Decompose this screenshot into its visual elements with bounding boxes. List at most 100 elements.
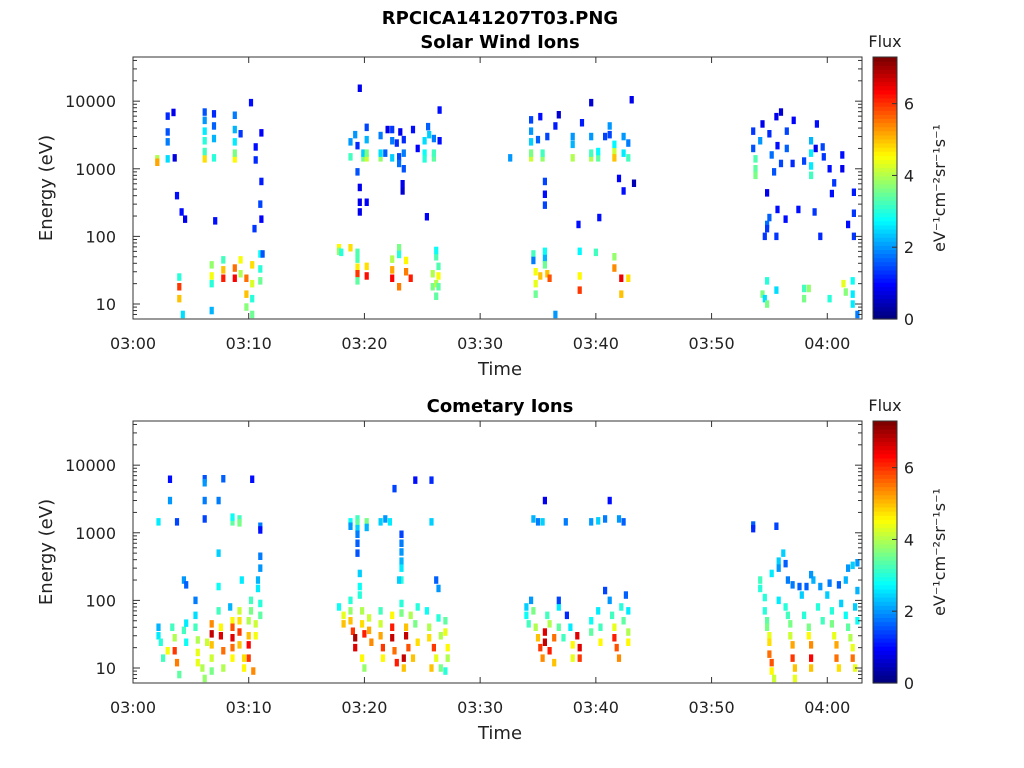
colorbar-swatch xyxy=(873,130,897,136)
colorbar-swatch xyxy=(873,77,897,83)
colorbar-swatch xyxy=(873,302,897,308)
flux-cell xyxy=(621,132,626,141)
cometary-plot-frame xyxy=(132,420,863,684)
flux-cell xyxy=(783,559,788,568)
flux-cell xyxy=(508,154,513,162)
flux-cell xyxy=(765,220,770,229)
flux-cell xyxy=(170,623,175,631)
flux-cell xyxy=(846,564,851,572)
flux-cell xyxy=(413,620,418,628)
flux-cell xyxy=(232,274,237,282)
flux-cell xyxy=(253,632,258,640)
flux-cell xyxy=(772,674,777,683)
flux-cell xyxy=(258,552,263,560)
colorbar-swatch xyxy=(873,580,897,586)
flux-cell xyxy=(436,584,441,593)
flux-cell xyxy=(258,250,263,258)
flux-cell xyxy=(427,634,432,642)
flux-cell xyxy=(561,634,566,642)
flux-cell xyxy=(258,526,263,534)
flux-cell xyxy=(596,607,601,615)
flux-cell xyxy=(250,475,255,483)
flux-cell xyxy=(357,183,362,192)
flux-cell xyxy=(577,247,582,256)
flux-cell xyxy=(438,664,443,672)
flux-cell xyxy=(850,561,855,570)
flux-cell xyxy=(156,518,161,526)
flux-cell xyxy=(547,274,552,282)
flux-cell xyxy=(603,132,608,141)
flux-cell xyxy=(612,623,617,631)
cometary-heatmap xyxy=(156,475,860,683)
flux-cell xyxy=(809,162,814,170)
flux-cell xyxy=(348,617,353,625)
colorbar-swatch xyxy=(873,519,897,524)
flux-cell xyxy=(364,523,369,532)
flux-cell xyxy=(209,654,214,662)
colorbar-swatch xyxy=(873,539,897,545)
flux-cell xyxy=(216,496,221,505)
flux-cell xyxy=(408,274,413,282)
flux-cell xyxy=(237,617,242,625)
flux-cell xyxy=(167,496,173,505)
x-tick-label: 03:40 xyxy=(573,334,619,353)
flux-cell xyxy=(422,155,427,163)
flux-cell xyxy=(244,274,249,282)
flux-cell xyxy=(399,576,404,584)
flux-cell xyxy=(202,674,207,683)
flux-cell xyxy=(171,108,176,117)
flux-cell xyxy=(230,643,235,652)
flux-cell xyxy=(155,158,160,166)
flux-cell xyxy=(821,153,826,161)
colorbar-swatch xyxy=(873,498,897,504)
colorbar-frame xyxy=(872,56,898,320)
colorbar-swatch xyxy=(873,61,897,66)
flux-cell xyxy=(843,576,848,584)
x-tick-label: 03:10 xyxy=(226,698,272,717)
flux-cell xyxy=(809,654,814,662)
flux-cell xyxy=(364,154,369,162)
flux-cell xyxy=(429,518,434,526)
flux-cell xyxy=(603,515,608,523)
flux-cell xyxy=(758,584,763,593)
flux-cell xyxy=(378,632,383,640)
flux-cell xyxy=(250,294,255,303)
flux-cell xyxy=(751,144,756,153)
colorbar-swatch xyxy=(873,658,897,664)
flux-cell xyxy=(413,476,418,484)
flux-cell xyxy=(397,153,402,161)
flux-cell xyxy=(753,171,758,180)
flux-cell xyxy=(851,188,856,196)
flux-cell xyxy=(434,654,439,662)
flux-cell xyxy=(619,274,624,282)
flux-cell xyxy=(193,596,198,605)
colorbar-swatch xyxy=(873,93,897,99)
colorbar-swatch xyxy=(873,584,897,590)
colorbar-swatch xyxy=(873,506,897,512)
flux-cell xyxy=(814,120,819,128)
colorbar-swatch xyxy=(873,486,897,492)
flux-cell xyxy=(202,515,207,523)
flux-cell xyxy=(629,96,634,104)
flux-cell xyxy=(806,632,811,640)
flux-cell xyxy=(577,643,582,652)
flux-cell xyxy=(576,220,581,229)
flux-cell xyxy=(767,638,772,646)
flux-cell xyxy=(850,277,855,285)
flux-cell xyxy=(221,664,226,672)
flux-cell xyxy=(232,155,237,163)
flux-cell xyxy=(621,518,626,526)
cometary-ylabel: Energy (eV) xyxy=(36,499,57,605)
colorbar-swatch xyxy=(873,646,897,651)
colorbar-swatch xyxy=(873,601,897,606)
flux-cell xyxy=(399,564,404,572)
flux-cell xyxy=(431,154,436,162)
flux-cell xyxy=(195,658,200,667)
flux-cell xyxy=(570,641,575,649)
flux-cell xyxy=(832,632,837,640)
flux-cell xyxy=(378,131,383,140)
flux-cell xyxy=(209,641,214,649)
flux-cell xyxy=(765,617,770,625)
flux-cell xyxy=(165,112,170,120)
colorbar-swatch xyxy=(873,81,897,87)
